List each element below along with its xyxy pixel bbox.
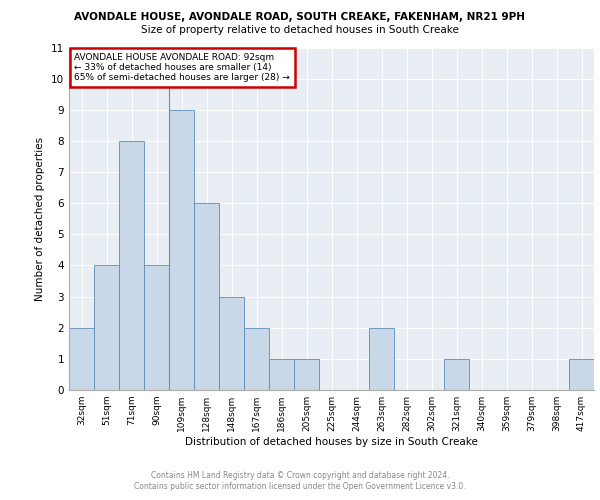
Bar xyxy=(94,266,119,390)
Bar xyxy=(244,328,269,390)
Text: AVONDALE HOUSE AVONDALE ROAD: 92sqm
← 33% of detached houses are smaller (14)
65: AVONDALE HOUSE AVONDALE ROAD: 92sqm ← 33… xyxy=(74,52,290,82)
Bar xyxy=(569,359,594,390)
Bar xyxy=(194,203,219,390)
Bar xyxy=(294,359,319,390)
Bar xyxy=(219,296,244,390)
Y-axis label: Number of detached properties: Number of detached properties xyxy=(35,136,46,301)
Bar xyxy=(269,359,294,390)
Bar xyxy=(144,266,169,390)
Text: AVONDALE HOUSE, AVONDALE ROAD, SOUTH CREAKE, FAKENHAM, NR21 9PH: AVONDALE HOUSE, AVONDALE ROAD, SOUTH CRE… xyxy=(74,12,526,22)
Bar xyxy=(119,141,144,390)
Bar xyxy=(444,359,469,390)
X-axis label: Distribution of detached houses by size in South Creake: Distribution of detached houses by size … xyxy=(185,437,478,447)
Bar xyxy=(169,110,194,390)
Text: Contains HM Land Registry data © Crown copyright and database right 2024.: Contains HM Land Registry data © Crown c… xyxy=(151,471,449,480)
Text: Contains public sector information licensed under the Open Government Licence v3: Contains public sector information licen… xyxy=(134,482,466,491)
Text: Size of property relative to detached houses in South Creake: Size of property relative to detached ho… xyxy=(141,25,459,35)
Bar xyxy=(369,328,394,390)
Bar xyxy=(69,328,94,390)
